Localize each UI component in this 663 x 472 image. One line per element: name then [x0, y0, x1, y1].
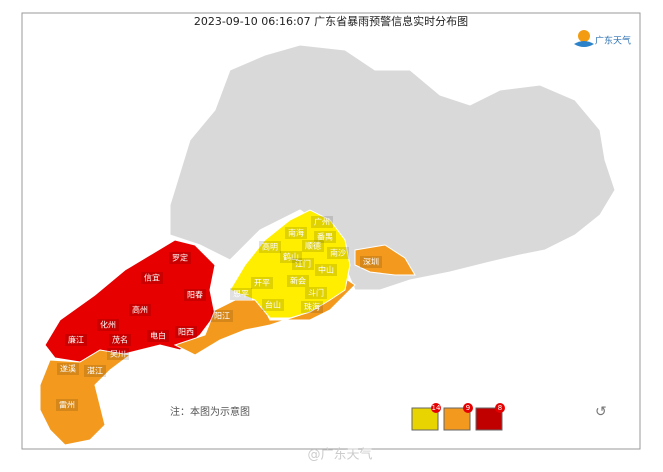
- region-label-box: [301, 301, 323, 313]
- region-label: 罗定: [172, 253, 188, 263]
- region-label-box: [175, 326, 197, 338]
- region-label: 雷州: [59, 401, 75, 410]
- orange-warning-area: [173, 274, 356, 356]
- region-label-box: [285, 227, 307, 239]
- orange-warning-area: [354, 244, 416, 276]
- region-label: 斗门: [308, 288, 324, 298]
- region-label-box: [107, 348, 129, 360]
- logo-text: 广东天气: [595, 35, 631, 47]
- region-label-box: [292, 258, 314, 270]
- orange-warning-area: [39, 349, 132, 446]
- region-label-box: [147, 330, 169, 342]
- region-label-box: [311, 216, 333, 228]
- region-label: 开平: [254, 279, 270, 288]
- region-label-box: [315, 264, 337, 276]
- region-label: 台山: [265, 300, 281, 310]
- legend-count: 14: [432, 404, 441, 412]
- region-label: 电白: [150, 331, 166, 341]
- region-label-box: [97, 319, 119, 331]
- region-label: 吴川: [110, 350, 126, 359]
- region-label-box: [280, 251, 302, 263]
- region-label: 珠海: [304, 302, 320, 312]
- region-label-box: [262, 299, 284, 311]
- region-label-box: [211, 310, 233, 322]
- region-label-box: [305, 287, 327, 299]
- region-label: 遂溪: [60, 364, 76, 374]
- region-label-box: [251, 277, 273, 289]
- region-label-box: [57, 363, 79, 375]
- region-label: 番禺: [317, 232, 333, 242]
- legend-badge: [431, 403, 441, 413]
- region-label: 阳西: [178, 328, 194, 337]
- region-label-box: [287, 275, 309, 287]
- region-label-box: [56, 399, 78, 411]
- region-label-box: [169, 252, 191, 264]
- region-label: 深圳: [363, 257, 379, 267]
- region-label: 恩平: [233, 290, 249, 299]
- region-label-box: [65, 334, 87, 346]
- region-label: 高明: [262, 242, 278, 252]
- legend-badge: [463, 403, 473, 413]
- region-label: 鹤山: [283, 252, 299, 262]
- legend-icon: [411, 407, 439, 431]
- region-label: 廉江: [68, 335, 84, 345]
- region-label-box: [259, 241, 281, 253]
- watermark: @广东天气: [307, 447, 372, 463]
- region-label-box: [184, 289, 206, 301]
- region-label: 顺德: [305, 241, 321, 251]
- region-label-box: [141, 272, 163, 284]
- legend-count: 8: [498, 404, 502, 412]
- region-label: 南海: [288, 228, 304, 238]
- logo: 广东天气: [574, 30, 631, 47]
- yellow-warning-area: [229, 209, 351, 319]
- region-label: 中山: [318, 265, 334, 275]
- title: 2023-09-10 06:16:07 广东省暴雨预警信息实时分布图: [194, 14, 468, 28]
- region-label-box: [314, 231, 336, 243]
- region-label: 江门: [295, 259, 311, 269]
- region-label-box: [302, 240, 324, 252]
- region-label: 阳江: [214, 312, 230, 321]
- legend-icon: [475, 407, 503, 431]
- region-label: 湛江: [87, 367, 103, 376]
- region-label: 高州: [132, 305, 148, 315]
- region-label-box: [360, 256, 382, 268]
- region-label-box: [230, 288, 252, 300]
- logo-sun: [578, 30, 590, 42]
- region-label: 阳春: [187, 290, 203, 300]
- legend-icon: [443, 407, 471, 431]
- region-label-box: [327, 247, 349, 259]
- region-label: 茂名: [112, 335, 128, 345]
- reset-icon[interactable]: ↺: [595, 404, 607, 420]
- legend-badge: [495, 403, 505, 413]
- region-label-box: [129, 304, 151, 316]
- region-label: 南沙: [330, 248, 346, 258]
- region-label: 广州: [314, 217, 330, 227]
- region-label-box: [109, 334, 131, 346]
- legend-count: 9: [466, 404, 470, 412]
- region-label: 化州: [100, 320, 116, 330]
- region-label-box: [84, 365, 106, 377]
- region-label: 信宜: [144, 273, 160, 283]
- logo-wave: [574, 41, 594, 47]
- note: 注：本图为示意图: [170, 405, 250, 418]
- region-label: 新会: [290, 276, 306, 286]
